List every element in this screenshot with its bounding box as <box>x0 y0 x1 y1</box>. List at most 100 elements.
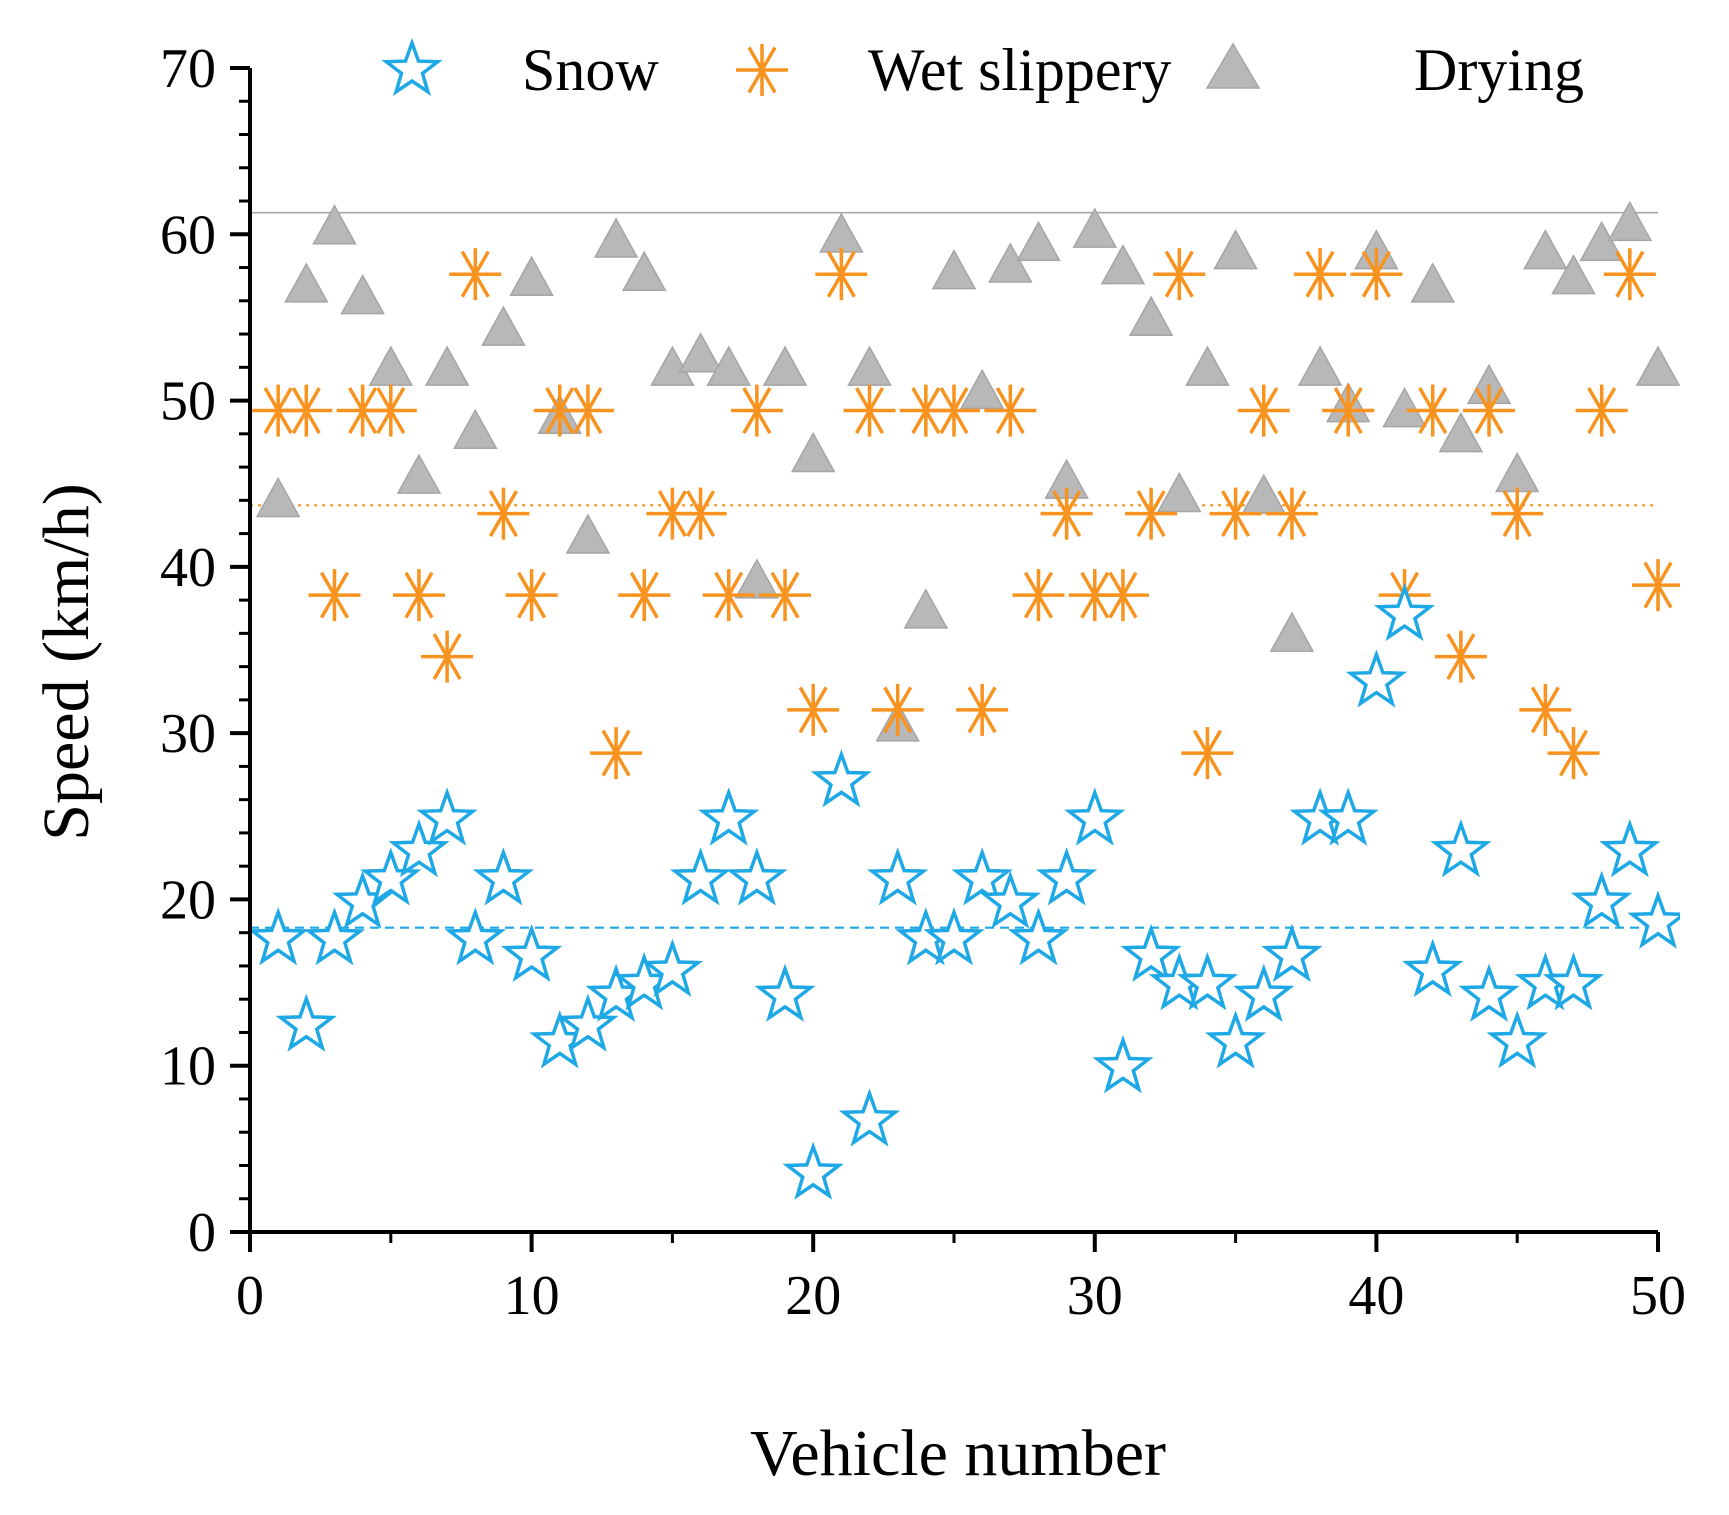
data-point <box>392 569 445 622</box>
data-point <box>1213 229 1258 270</box>
legend-marker <box>381 37 443 96</box>
data-point <box>815 248 868 301</box>
data-point <box>1120 923 1182 983</box>
x-tick-label: 10 <box>504 1265 560 1327</box>
y-tick-label: 50 <box>160 371 216 433</box>
data-point <box>734 558 780 599</box>
data-point <box>590 727 643 780</box>
data-point <box>424 345 470 386</box>
data-point <box>706 345 751 386</box>
data-point <box>481 305 526 346</box>
data-point <box>984 384 1037 437</box>
data-point <box>843 384 896 437</box>
data-point <box>1373 582 1436 642</box>
data-point <box>847 345 892 386</box>
data-point <box>509 255 554 297</box>
data-point <box>1233 963 1295 1022</box>
data-point <box>308 569 361 622</box>
data-point <box>787 683 840 736</box>
data-point <box>1096 569 1149 622</box>
data-point <box>1322 384 1375 437</box>
data-point <box>396 453 442 494</box>
legend: Snow Wet slippery Drying <box>381 37 1584 103</box>
data-point <box>1632 559 1680 612</box>
data-point <box>453 408 498 450</box>
data-point <box>674 487 727 540</box>
data-point <box>505 569 558 622</box>
x-tick-label: 30 <box>1067 1265 1123 1327</box>
data-point <box>923 907 985 966</box>
data-point <box>1410 262 1455 303</box>
y-tick-label: 30 <box>160 703 216 765</box>
data-point <box>1072 207 1118 248</box>
data-point <box>1157 471 1202 513</box>
data-point <box>1294 248 1347 301</box>
data-point <box>1241 473 1287 514</box>
y-tick-label: 20 <box>160 869 216 931</box>
data-point <box>1599 818 1661 878</box>
data-point <box>1317 787 1379 846</box>
data-point <box>1125 487 1178 540</box>
data-point <box>312 204 357 245</box>
legend-label: Drying <box>1414 37 1584 103</box>
x-tick-label: 0 <box>236 1265 264 1327</box>
data-point <box>284 262 329 303</box>
data-point <box>1458 963 1520 1022</box>
x-tick-label: 40 <box>1348 1265 1404 1327</box>
data-point <box>1269 611 1315 652</box>
data-point <box>1036 847 1098 906</box>
legend-marker <box>1205 42 1261 89</box>
data-point <box>702 569 755 622</box>
data-point <box>1382 387 1427 428</box>
data-point <box>759 569 812 622</box>
data-point <box>444 907 506 966</box>
x-tick-label: 20 <box>785 1265 841 1327</box>
data-point <box>1434 630 1487 683</box>
data-point <box>477 487 530 540</box>
data-point <box>1551 254 1596 295</box>
data-point <box>1153 248 1206 301</box>
data-point <box>247 907 309 966</box>
data-point <box>388 818 450 878</box>
data-point <box>1016 220 1061 262</box>
data-point <box>618 569 671 622</box>
data-point <box>931 249 977 290</box>
data-point <box>790 431 836 473</box>
data-point <box>1345 649 1408 708</box>
axes: 0 10 20 30 40 50 60 70 0 10 20 30 40 50 <box>160 38 1686 1327</box>
data-point <box>1064 787 1126 846</box>
data-point <box>1297 345 1343 386</box>
data-point <box>951 847 1013 906</box>
data-point <box>762 345 808 386</box>
data-point <box>871 683 924 736</box>
data-point <box>1040 487 1093 540</box>
y-tick-label: 60 <box>160 204 216 266</box>
series-layer <box>247 200 1680 1200</box>
legend-item-wet-slippery: Wet slippery <box>736 37 1171 103</box>
data-point <box>1237 384 1290 437</box>
data-point <box>1012 569 1065 622</box>
data-point <box>364 384 417 437</box>
x-tick-label: 50 <box>1630 1265 1686 1327</box>
data-point <box>1494 451 1540 493</box>
legend-label: Snow <box>522 37 659 103</box>
data-point <box>979 870 1041 929</box>
data-point <box>1607 200 1653 242</box>
data-point <box>303 907 366 966</box>
data-point <box>565 513 611 554</box>
data-point <box>1523 229 1568 270</box>
y-tick-label: 0 <box>188 1202 216 1264</box>
data-point <box>368 345 414 386</box>
data-point <box>360 847 422 906</box>
y-tick-label: 70 <box>160 38 216 100</box>
data-point <box>678 332 723 373</box>
x-axis-title: Vehicle number <box>750 1417 1166 1490</box>
data-point <box>557 993 619 1052</box>
data-point <box>867 847 929 906</box>
data-point <box>782 1141 844 1200</box>
data-point <box>1350 248 1403 301</box>
series-wet-slippery <box>252 248 1680 780</box>
data-point <box>561 384 614 437</box>
